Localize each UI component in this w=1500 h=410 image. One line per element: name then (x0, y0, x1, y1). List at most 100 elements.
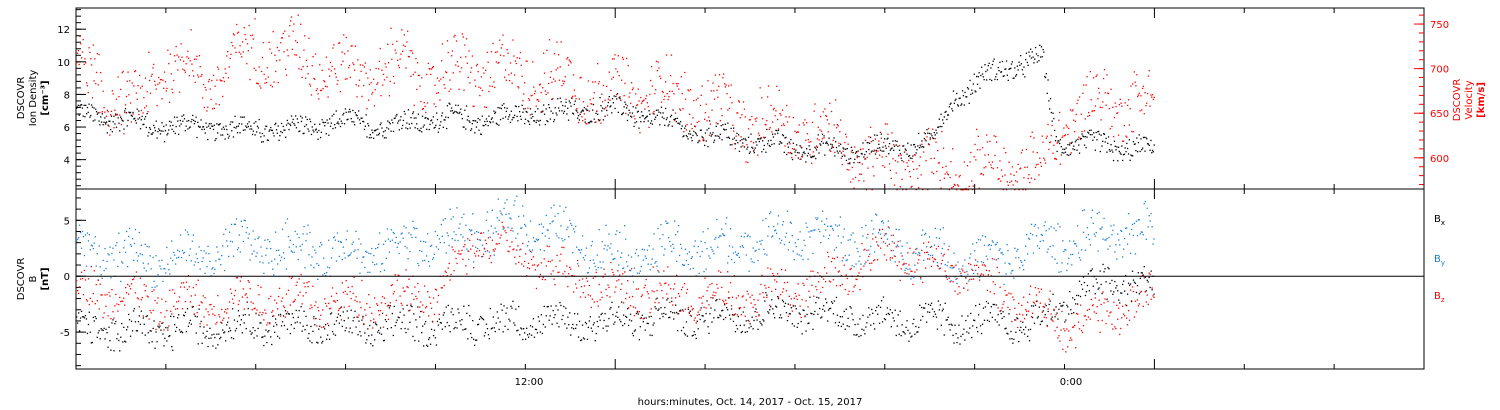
data-point (923, 259, 925, 261)
data-point (588, 267, 590, 269)
data-point (353, 316, 355, 319)
data-point (634, 118, 636, 120)
data-point (1002, 75, 1004, 77)
data-point (904, 333, 906, 335)
data-point (149, 330, 151, 332)
series-red (76, 14, 1155, 191)
data-point (490, 225, 492, 227)
data-point (115, 113, 117, 115)
data-point (704, 132, 707, 134)
data-point (555, 232, 557, 235)
data-point (611, 253, 613, 255)
data-point (975, 305, 977, 307)
data-point (991, 316, 993, 318)
data-point (1122, 159, 1124, 162)
data-point (668, 96, 670, 98)
data-point (558, 110, 561, 112)
data-point (305, 315, 307, 318)
data-point (320, 242, 322, 244)
data-point (1113, 116, 1116, 119)
data-point (506, 49, 508, 51)
data-point (338, 42, 340, 44)
data-point (1120, 229, 1122, 232)
data-point (111, 252, 113, 255)
data-point (77, 322, 79, 324)
data-point (291, 251, 293, 253)
data-point (835, 99, 837, 101)
data-point (269, 241, 271, 243)
data-point (390, 27, 392, 29)
data-point (654, 118, 656, 120)
data-point (428, 265, 431, 267)
data-point (126, 125, 128, 127)
data-point (148, 131, 150, 134)
data-point (566, 228, 568, 231)
data-point (723, 83, 726, 85)
data-point (695, 133, 697, 135)
data-point (1066, 269, 1068, 272)
data-point (470, 230, 472, 232)
data-point (786, 104, 788, 107)
data-point (116, 303, 118, 305)
data-point (90, 114, 92, 117)
data-point (688, 251, 690, 253)
data-point (1016, 317, 1018, 319)
data-point (841, 316, 843, 318)
data-point (776, 306, 778, 308)
data-point (105, 305, 107, 307)
data-point (1057, 141, 1059, 144)
data-point (418, 129, 420, 131)
data-point (980, 173, 982, 175)
data-point (212, 74, 215, 76)
data-point (628, 96, 630, 98)
data-point (897, 161, 899, 163)
data-point (162, 79, 164, 81)
data-point (471, 55, 473, 57)
data-point (509, 217, 511, 219)
data-point (360, 335, 362, 337)
data-point (773, 313, 775, 315)
data-point (1064, 321, 1066, 323)
data-point (627, 308, 629, 310)
data-point (183, 118, 186, 120)
data-point (266, 67, 269, 69)
data-point (283, 324, 286, 327)
data-point (271, 343, 273, 346)
data-point (871, 220, 873, 222)
data-point (655, 261, 657, 263)
data-point (93, 107, 95, 109)
data-point (433, 127, 435, 129)
data-point (885, 313, 888, 316)
data-point (748, 152, 751, 154)
data-point (207, 345, 209, 348)
data-point (287, 122, 289, 124)
data-point (407, 258, 409, 260)
data-point (202, 257, 204, 259)
data-point (568, 236, 570, 238)
data-point (449, 103, 451, 105)
data-point (413, 227, 415, 229)
data-point (1083, 84, 1085, 86)
data-point (295, 246, 297, 248)
data-point (240, 319, 242, 321)
data-point (137, 255, 140, 257)
data-point (313, 316, 315, 318)
data-point (326, 271, 328, 274)
data-point (1031, 51, 1033, 53)
data-point (80, 104, 82, 106)
data-point (634, 122, 636, 124)
data-point (1125, 151, 1127, 153)
data-point (293, 123, 295, 125)
data-point (1077, 252, 1080, 254)
data-point (451, 110, 454, 112)
data-point (956, 92, 958, 95)
data-point (972, 325, 974, 327)
data-point (134, 119, 137, 122)
data-point (747, 161, 749, 164)
data-point (704, 144, 706, 147)
data-point (895, 228, 897, 230)
data-point (913, 318, 915, 320)
data-point (805, 330, 807, 332)
data-point (753, 152, 755, 154)
data-point (796, 326, 798, 328)
